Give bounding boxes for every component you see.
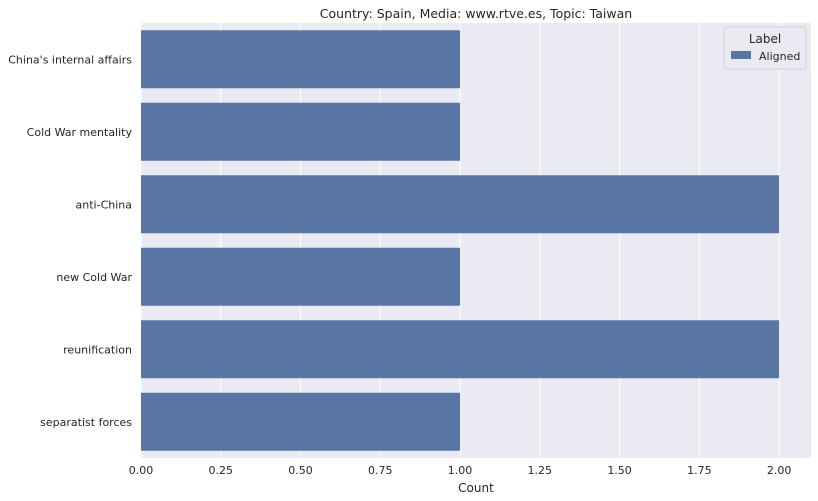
bar-4 xyxy=(141,320,780,379)
y-tick-label: separatist forces xyxy=(40,416,132,429)
x-tick-label: 1.25 xyxy=(528,464,553,477)
y-tick-label: reunification xyxy=(63,343,132,356)
legend-title: Label xyxy=(749,32,781,46)
y-tick-label: Cold War mentality xyxy=(27,126,133,139)
y-tick-label: anti-China xyxy=(76,198,132,211)
bar-5 xyxy=(141,392,461,451)
chart-title: Country: Spain, Media: www.rtve.es, Topi… xyxy=(320,6,632,21)
grid-lines xyxy=(140,23,780,458)
bar-3 xyxy=(141,247,461,306)
x-tick-label: 1.50 xyxy=(607,464,632,477)
x-tick-label: 0.25 xyxy=(209,464,234,477)
x-tick-label: 1.00 xyxy=(448,464,473,477)
y-tick-label: new Cold War xyxy=(56,271,132,284)
bar-1 xyxy=(141,102,461,161)
bars xyxy=(141,30,780,451)
x-axis-title: Count xyxy=(458,481,494,495)
x-tick-labels: 0.00 0.25 0.50 0.75 1.00 1.25 1.50 1.75 2.00 xyxy=(129,464,792,477)
x-tick-label: 0.75 xyxy=(368,464,393,477)
x-tick-label: 1.75 xyxy=(687,464,712,477)
legend: Label Aligned xyxy=(723,26,807,70)
x-tick-label: 0.50 xyxy=(288,464,313,477)
y-tick-labels: China's internal affairs Cold War mentali… xyxy=(8,53,132,429)
bar-2 xyxy=(141,175,780,234)
y-tick-label: China's internal affairs xyxy=(8,53,132,66)
bar-0 xyxy=(141,30,461,89)
legend-swatch-aligned xyxy=(731,51,751,59)
legend-label-aligned: Aligned xyxy=(759,50,800,63)
x-tick-label: 2.00 xyxy=(767,464,792,477)
x-tick-label: 0.00 xyxy=(129,464,154,477)
